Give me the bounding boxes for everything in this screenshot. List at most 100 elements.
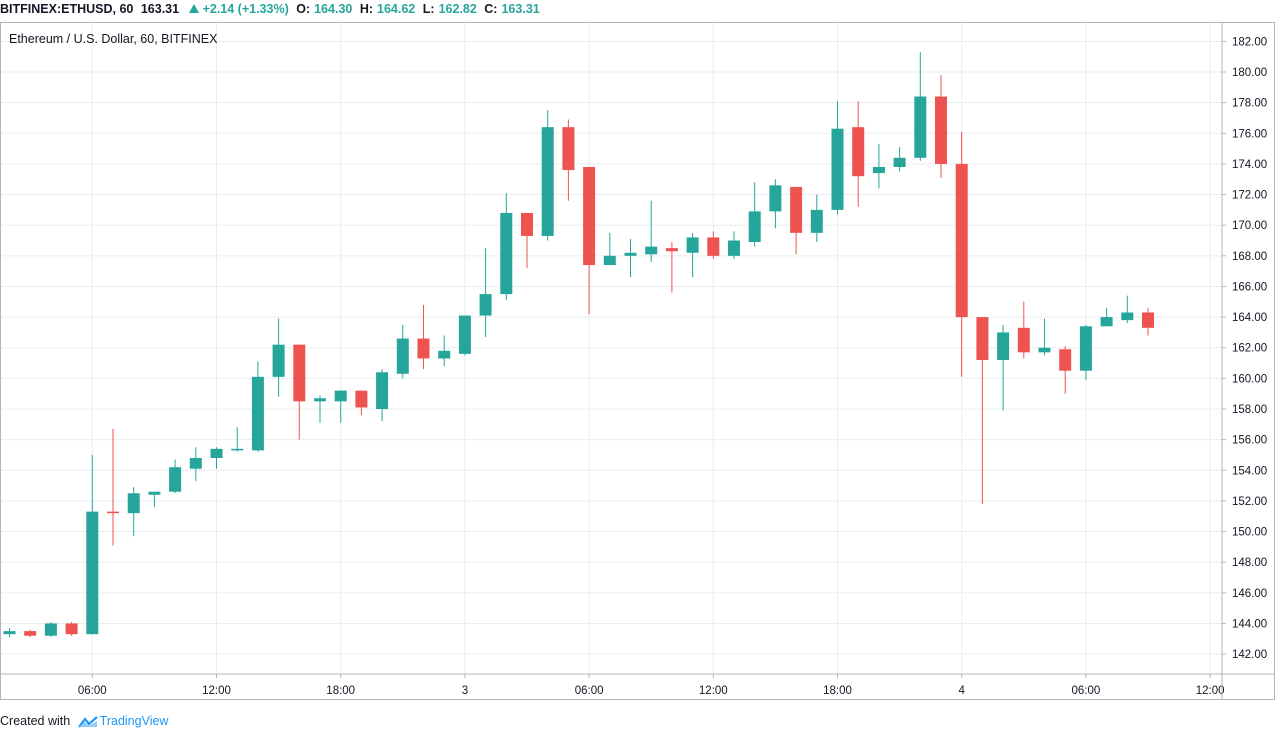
- candle[interactable]: [769, 179, 782, 229]
- candle[interactable]: [852, 101, 865, 207]
- candle[interactable]: [251, 361, 264, 452]
- candle-body: [624, 252, 637, 256]
- candle[interactable]: [665, 242, 678, 293]
- candle[interactable]: [417, 304, 430, 370]
- candle[interactable]: [728, 231, 740, 259]
- candle[interactable]: [997, 324, 1010, 411]
- candle-body: [376, 372, 389, 410]
- candle-body: [831, 128, 844, 210]
- x-tick-label: 12:00: [1196, 685, 1225, 697]
- x-tick-label: 12:00: [699, 685, 728, 697]
- candle-body: [707, 237, 720, 256]
- candle-body: [65, 623, 78, 635]
- candle-body: [893, 157, 906, 167]
- candle[interactable]: [334, 390, 347, 423]
- candle[interactable]: [107, 428, 119, 546]
- candle[interactable]: [189, 447, 202, 481]
- candle[interactable]: [603, 232, 616, 266]
- candle-body: [479, 294, 492, 316]
- chart-frame: [0, 22, 1275, 700]
- candle-body: [686, 237, 699, 253]
- candle[interactable]: [314, 395, 326, 423]
- candle[interactable]: [955, 131, 968, 377]
- candle[interactable]: [521, 212, 533, 269]
- candle[interactable]: [479, 248, 492, 338]
- candle[interactable]: [976, 317, 989, 504]
- candle[interactable]: [707, 231, 720, 259]
- candle-body: [251, 376, 264, 451]
- candle[interactable]: [914, 52, 927, 161]
- candle-body: [1142, 312, 1154, 328]
- candle[interactable]: [1100, 307, 1113, 327]
- candle[interactable]: [624, 238, 637, 278]
- candle[interactable]: [790, 186, 803, 255]
- y-tick-label: 172.00: [1232, 190, 1267, 202]
- candle-body: [935, 96, 947, 164]
- candle-body: [665, 248, 678, 252]
- candle[interactable]: [169, 459, 182, 494]
- candle-body: [231, 448, 244, 451]
- y-tick-label: 162.00: [1232, 343, 1267, 355]
- last-price: 163.31: [140, 2, 180, 16]
- candle[interactable]: [748, 182, 761, 247]
- x-tick-label: 18:00: [326, 685, 355, 697]
- candle[interactable]: [148, 491, 161, 508]
- candle-body: [272, 344, 285, 377]
- candle-body: [189, 458, 202, 469]
- candle[interactable]: [583, 166, 596, 315]
- candle[interactable]: [1038, 318, 1051, 356]
- candle[interactable]: [44, 621, 57, 638]
- candle-body: [541, 127, 554, 236]
- candle[interactable]: [810, 194, 823, 243]
- candle[interactable]: [872, 144, 885, 189]
- candle-body: [728, 240, 740, 256]
- candle[interactable]: [541, 110, 554, 241]
- tradingview-brand[interactable]: TradingView: [99, 714, 169, 728]
- candle[interactable]: [24, 629, 37, 638]
- open-value: 164.30: [314, 2, 353, 16]
- candle[interactable]: [65, 621, 78, 636]
- candle-body: [1121, 312, 1134, 321]
- candle[interactable]: [272, 318, 285, 397]
- candle[interactable]: [210, 447, 223, 469]
- candle[interactable]: [1079, 324, 1092, 380]
- candle[interactable]: [376, 369, 389, 422]
- candle[interactable]: [1017, 301, 1030, 359]
- high-value: 164.62: [377, 2, 416, 16]
- y-tick-label: 148.00: [1232, 557, 1267, 569]
- candle[interactable]: [686, 232, 699, 278]
- candle-body: [210, 448, 223, 459]
- candle-body: [500, 212, 513, 295]
- footer: Created with TradingView: [0, 711, 168, 731]
- candle[interactable]: [935, 75, 947, 178]
- candle[interactable]: [500, 193, 513, 301]
- created-with-label: Created with: [0, 714, 71, 728]
- candle[interactable]: [3, 628, 16, 638]
- axes: 142.00 144.00 146.00 148.00 150.00 152.00 154.…: [0, 22, 1275, 700]
- candle[interactable]: [893, 147, 906, 172]
- candle[interactable]: [1059, 346, 1072, 394]
- candle[interactable]: [86, 454, 99, 635]
- x-tick-label: 06:00: [1072, 685, 1101, 697]
- candle[interactable]: [231, 427, 244, 452]
- up-arrow-icon: [188, 4, 199, 13]
- candle-body: [334, 390, 347, 402]
- candle[interactable]: [127, 487, 140, 537]
- candle[interactable]: [1142, 307, 1154, 336]
- candle-body: [314, 398, 326, 402]
- candle[interactable]: [396, 324, 409, 379]
- close-label: C:: [484, 2, 498, 16]
- low-value: 162.82: [438, 2, 477, 16]
- candle-body: [1100, 317, 1113, 327]
- candle[interactable]: [645, 200, 658, 262]
- candle[interactable]: [438, 335, 451, 367]
- candle[interactable]: [293, 344, 306, 440]
- y-tick-label: 146.00: [1232, 588, 1267, 600]
- candle[interactable]: [355, 390, 368, 416]
- candlestick-chart[interactable]: 142.00 144.00 146.00 148.00 150.00 152.00 154.…: [0, 22, 1275, 700]
- candle[interactable]: [458, 315, 471, 356]
- candle[interactable]: [562, 119, 575, 201]
- candle[interactable]: [831, 101, 844, 215]
- candle[interactable]: [1121, 295, 1134, 324]
- candle-body: [603, 255, 616, 266]
